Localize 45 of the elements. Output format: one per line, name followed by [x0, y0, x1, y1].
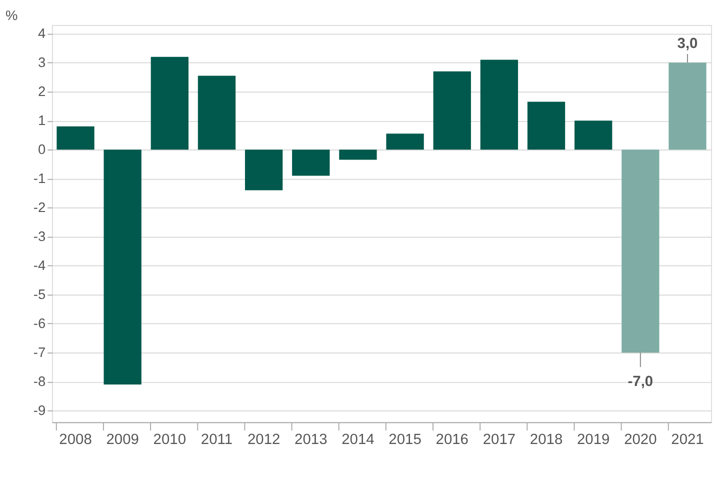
- bar: [668, 62, 706, 150]
- y-tick-label: 2: [38, 84, 46, 100]
- x-tick-label: 2011: [200, 432, 233, 448]
- data-label: -7,0: [628, 374, 654, 390]
- x-tick-label: 2012: [247, 432, 280, 448]
- x-tick-label: 2018: [530, 432, 563, 448]
- bar: [433, 71, 471, 150]
- x-tick-label: 2021: [671, 432, 704, 448]
- y-tick-label: 4: [38, 26, 46, 42]
- y-tick-label: -1: [33, 171, 46, 186]
- bar: [198, 76, 236, 150]
- bar: [56, 126, 94, 150]
- x-tick-label: 2014: [342, 432, 374, 448]
- x-tick-label: 2010: [153, 432, 186, 448]
- x-tick-label: 2019: [576, 432, 610, 448]
- y-tick-label: 0: [38, 142, 46, 158]
- x-tick-label: 2013: [294, 432, 328, 448]
- y-tick-label: -2: [33, 200, 46, 216]
- y-axis-title: %: [5, 8, 18, 24]
- x-tick-label: 2017: [482, 432, 516, 448]
- y-tick-label: -8: [33, 374, 46, 389]
- data-label: 3,0: [677, 36, 698, 52]
- bar: [244, 150, 283, 190]
- bar: [150, 56, 188, 150]
- bar: [574, 120, 612, 150]
- bar: [104, 150, 142, 384]
- x-tick-label: 2009: [106, 432, 139, 448]
- y-tick-label: -5: [33, 287, 46, 302]
- x-tick-label: 2016: [436, 432, 468, 448]
- bar: [292, 150, 330, 176]
- y-tick-label: 3: [38, 55, 46, 70]
- x-tick-label: 2008: [59, 432, 92, 448]
- y-tick-label: -4: [33, 258, 46, 274]
- y-tick-label: 1: [38, 113, 46, 128]
- bar: [480, 60, 518, 150]
- bar: [527, 102, 566, 150]
- bar: [339, 150, 377, 160]
- x-tick-label: 2015: [388, 432, 422, 448]
- y-tick-label: -9: [33, 402, 46, 418]
- y-tick-label: -7: [33, 344, 46, 360]
- bar: [622, 150, 660, 353]
- bar: [386, 134, 424, 150]
- y-tick-label: -3: [33, 229, 46, 244]
- x-tick-label: 2020: [624, 432, 657, 448]
- y-tick-label: -6: [33, 316, 46, 331]
